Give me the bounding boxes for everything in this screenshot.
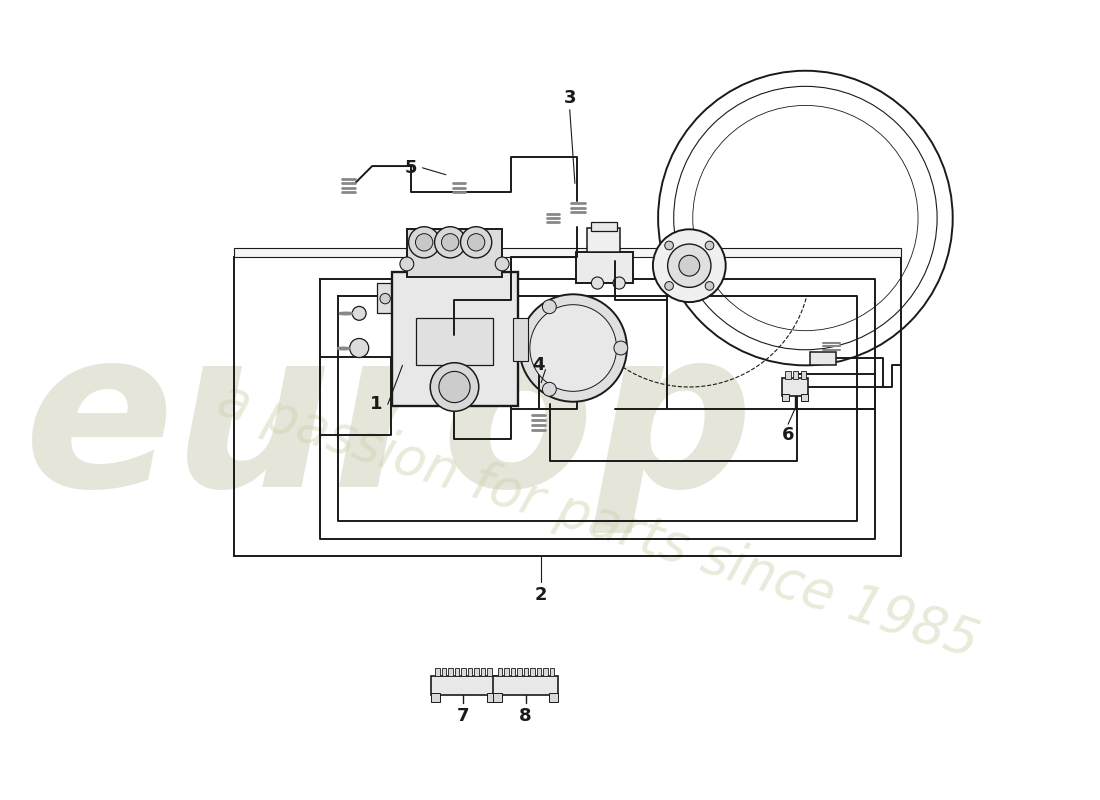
- Circle shape: [614, 341, 628, 355]
- Circle shape: [664, 282, 673, 290]
- Circle shape: [664, 241, 673, 250]
- Bar: [793, 371, 799, 379]
- Circle shape: [416, 234, 432, 251]
- Bar: [442, 668, 447, 676]
- Bar: [486, 693, 495, 702]
- Bar: [407, 230, 502, 277]
- Bar: [517, 668, 521, 676]
- Text: 7: 7: [456, 707, 470, 726]
- Circle shape: [679, 255, 700, 276]
- Bar: [474, 668, 478, 676]
- Bar: [782, 394, 789, 401]
- Bar: [549, 693, 558, 702]
- Circle shape: [653, 230, 726, 302]
- Bar: [494, 675, 559, 694]
- Bar: [436, 668, 440, 676]
- Bar: [481, 668, 485, 676]
- Circle shape: [705, 282, 714, 290]
- Text: 2: 2: [535, 586, 548, 604]
- Bar: [575, 252, 632, 283]
- Bar: [543, 668, 548, 676]
- Circle shape: [668, 244, 711, 287]
- Text: 1: 1: [371, 395, 383, 414]
- Text: 5: 5: [405, 158, 417, 177]
- Circle shape: [705, 241, 714, 250]
- Bar: [530, 668, 535, 676]
- Bar: [494, 693, 502, 702]
- Bar: [524, 668, 528, 676]
- Bar: [550, 668, 554, 676]
- Circle shape: [542, 382, 557, 396]
- Text: 8: 8: [519, 707, 532, 726]
- Circle shape: [495, 257, 509, 271]
- Bar: [587, 227, 620, 252]
- Circle shape: [439, 371, 470, 402]
- Circle shape: [400, 257, 414, 271]
- Text: 4: 4: [532, 356, 544, 374]
- Circle shape: [592, 277, 604, 289]
- Bar: [498, 668, 502, 676]
- Circle shape: [408, 226, 440, 258]
- Circle shape: [434, 226, 465, 258]
- Circle shape: [519, 294, 627, 402]
- Bar: [537, 668, 541, 676]
- Circle shape: [379, 294, 390, 304]
- Circle shape: [530, 305, 616, 391]
- Bar: [504, 668, 508, 676]
- Polygon shape: [233, 248, 901, 257]
- Bar: [416, 318, 494, 366]
- Circle shape: [461, 226, 492, 258]
- Text: europ: europ: [24, 319, 755, 533]
- Bar: [810, 352, 836, 366]
- Circle shape: [441, 234, 459, 251]
- Bar: [468, 668, 472, 676]
- Bar: [785, 371, 791, 379]
- Bar: [487, 668, 492, 676]
- Bar: [461, 668, 465, 676]
- Bar: [431, 675, 496, 694]
- Bar: [591, 222, 616, 231]
- Circle shape: [468, 234, 485, 251]
- Circle shape: [350, 338, 368, 358]
- Bar: [801, 394, 808, 401]
- Bar: [513, 318, 528, 361]
- Text: a passion for parts since 1985: a passion for parts since 1985: [210, 374, 984, 669]
- Circle shape: [430, 362, 478, 411]
- Circle shape: [542, 300, 557, 314]
- Text: 6: 6: [782, 426, 794, 444]
- Bar: [431, 693, 440, 702]
- Bar: [782, 378, 808, 396]
- Bar: [392, 272, 518, 406]
- Bar: [376, 283, 394, 314]
- Bar: [801, 371, 806, 379]
- Bar: [449, 668, 453, 676]
- Bar: [455, 668, 460, 676]
- Circle shape: [352, 306, 366, 320]
- Text: 3: 3: [563, 90, 576, 107]
- Circle shape: [613, 277, 625, 289]
- Bar: [510, 668, 515, 676]
